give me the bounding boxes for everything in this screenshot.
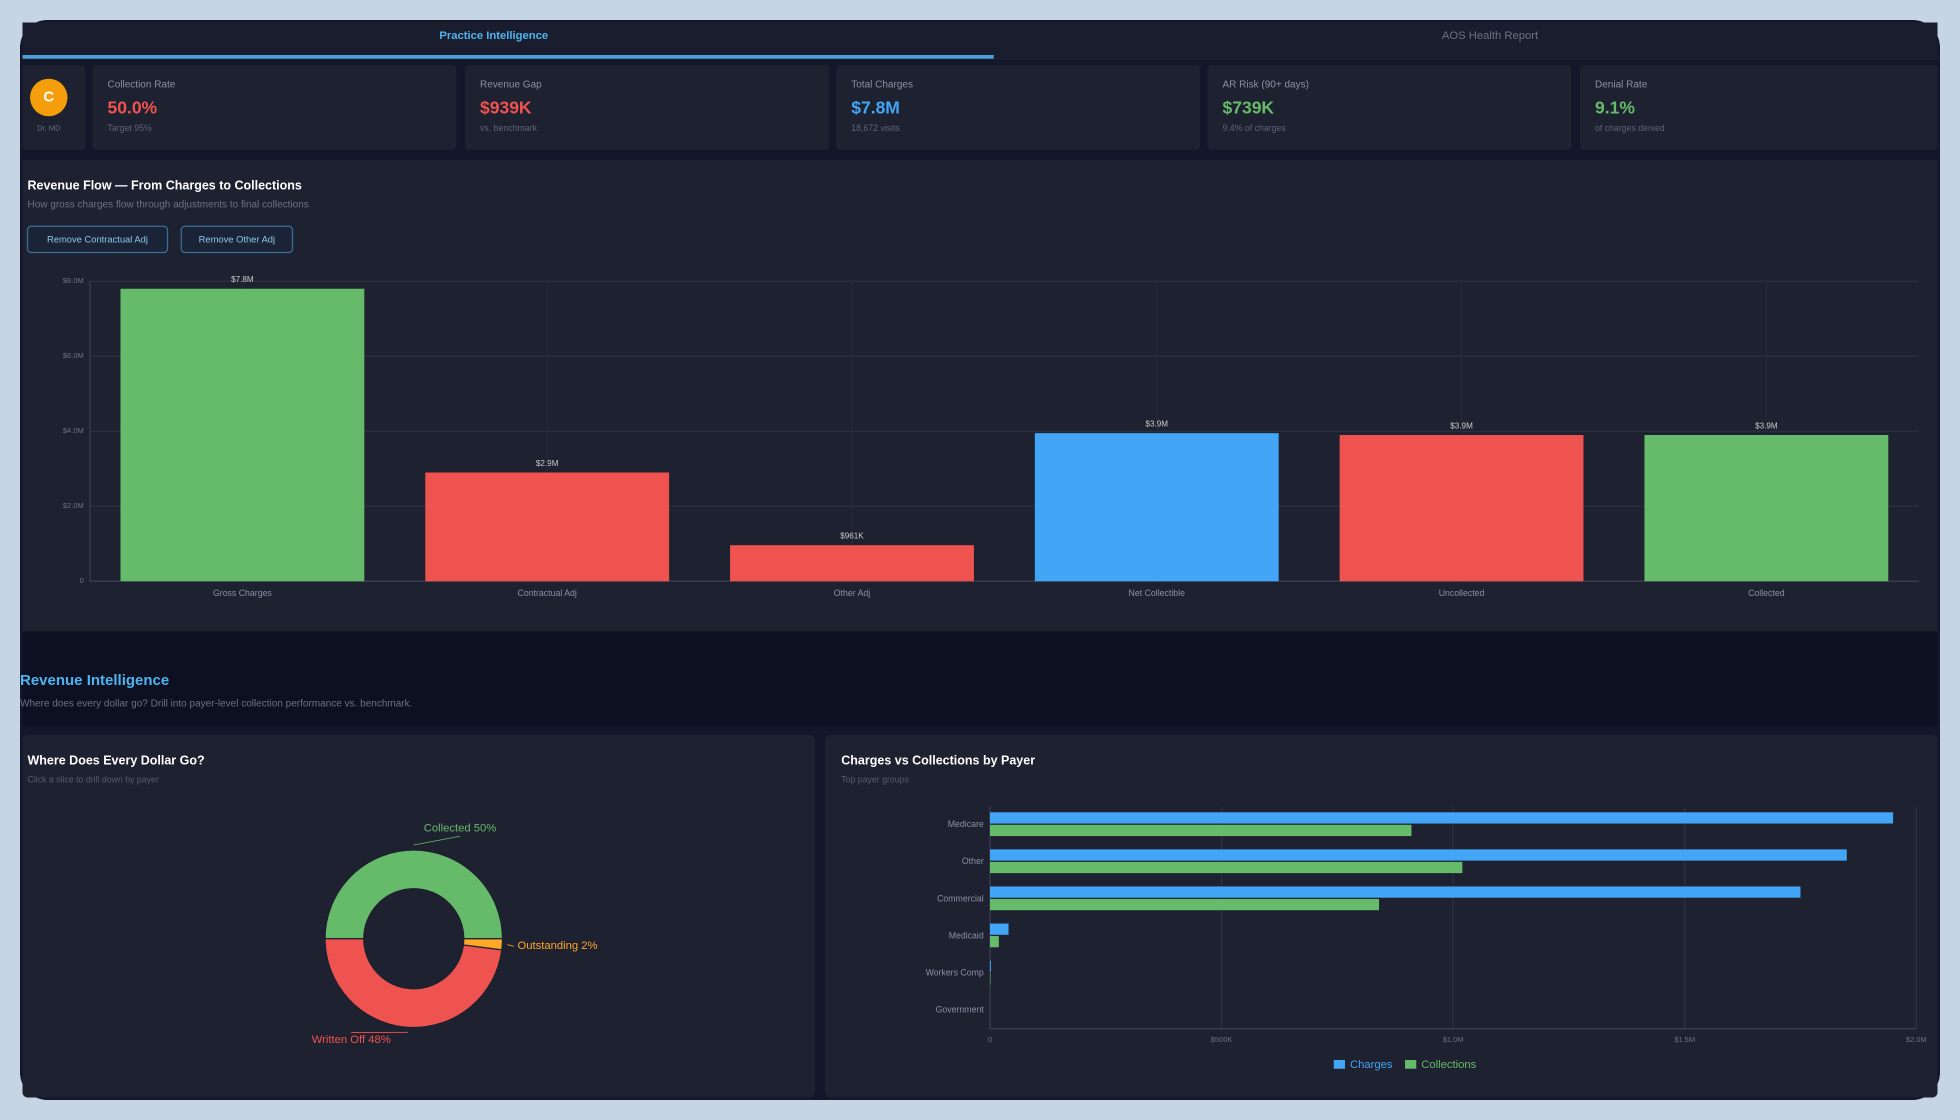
y-tick-label: Other	[962, 856, 984, 866]
bar-label: $961K	[840, 532, 864, 541]
x-tick-label: $2.0M	[1906, 1035, 1927, 1044]
kpi-card	[465, 65, 829, 150]
label-line	[507, 944, 514, 947]
kpi-card	[92, 65, 457, 150]
bar	[1339, 435, 1584, 582]
y-tick-label: $8.0M	[63, 276, 84, 285]
bar[interactable]	[990, 898, 1380, 911]
bar[interactable]	[990, 824, 1412, 837]
tab-bar	[22, 22, 1938, 60]
bar-label: $7.8M	[231, 275, 254, 284]
chart-title: Where Does Every Dollar Go?	[28, 754, 205, 768]
bar[interactable]	[990, 923, 1009, 935]
slice-label: Collected 50%	[424, 823, 497, 835]
bar-label: $3.9M	[1450, 421, 1473, 430]
legend-label: Collections	[1421, 1059, 1476, 1071]
y-tick-label: $2.0M	[63, 501, 84, 510]
y-tick-label: Commercial	[937, 893, 984, 903]
x-tick-label: Net Collectible	[1129, 588, 1186, 598]
x-tick-label: $500K	[1211, 1035, 1233, 1044]
bar[interactable]	[990, 812, 1894, 824]
tab: Practice Intelligence	[439, 30, 548, 42]
tab-underline	[22, 55, 994, 59]
legend-label: Charges	[1350, 1059, 1393, 1071]
x-tick-label: Contractual Adj	[518, 588, 577, 598]
bar-label: $2.9M	[536, 459, 559, 468]
x-tick-label: $1.0M	[1443, 1035, 1464, 1044]
kpi-card	[836, 65, 1200, 150]
bar	[425, 472, 670, 582]
donut-slice[interactable]	[324, 938, 503, 1029]
x-tick-label: Uncollected	[1439, 588, 1485, 598]
bar-label: $3.9M	[1145, 420, 1168, 429]
kpi-value: 50.0%	[108, 97, 158, 117]
y-tick-label: Medicaid	[949, 930, 984, 940]
kpi-label: Denial Rate	[1595, 80, 1648, 91]
avatar-caption: Dr. MD	[37, 124, 61, 133]
button-label: Remove Contractual Adj	[47, 234, 148, 244]
y-tick-label: $6.0M	[63, 351, 84, 360]
kpi-label: AR Risk (90+ days)	[1223, 80, 1309, 91]
avatar[interactable]	[30, 78, 68, 117]
kpi-label: Collection Rate	[108, 80, 176, 91]
kpi-value: $939K	[480, 97, 532, 117]
donut-slice[interactable]	[324, 849, 504, 940]
kpi-sub: vs. benchmark	[480, 123, 538, 133]
legend-swatch	[1333, 1060, 1345, 1069]
y-tick-label: $4.0M	[63, 426, 84, 435]
chart-subtitle: How gross charges flow through adjustmen…	[28, 200, 309, 211]
kpi-sub: of charges denied	[1595, 123, 1665, 133]
chart-subtitle: Click a slice to drill down by payer	[28, 774, 159, 784]
kpi-card	[1580, 65, 1938, 150]
bar-label: $3.9M	[1755, 421, 1778, 430]
section-title: Revenue Intelligence	[20, 672, 169, 689]
y-tick-label: Government	[936, 1005, 985, 1015]
bar	[1644, 435, 1889, 582]
bar[interactable]	[990, 849, 1847, 861]
button-label: Remove Other Adj	[199, 234, 275, 244]
bar	[120, 288, 365, 582]
y-tick-label: Medicare	[948, 819, 984, 829]
bar	[1034, 433, 1279, 582]
x-tick-label: Collected	[1748, 588, 1785, 598]
section-band	[22, 631, 1938, 727]
chart-subtitle: Top payer groups	[841, 774, 909, 784]
y-tick-label: 0	[80, 576, 84, 585]
kpi-value: $739K	[1223, 97, 1275, 117]
slice-label: Outstanding 2%	[518, 940, 598, 952]
bar[interactable]	[990, 861, 1463, 874]
x-tick-label: Gross Charges	[213, 588, 272, 598]
kpi-sub: 9.4% of charges	[1223, 123, 1287, 133]
section-subtitle: Where does every dollar go? Drill into p…	[20, 698, 412, 709]
button[interactable]	[180, 225, 294, 254]
label-line	[413, 835, 461, 846]
kpi-sub: Target 95%	[108, 123, 152, 133]
x-tick-label: Other Adj	[834, 588, 871, 598]
kpi-value: $7.8M	[851, 97, 900, 117]
panel	[22, 735, 815, 1098]
kpi-value: 9.1%	[1595, 97, 1635, 117]
avatar-initial: C	[43, 88, 54, 105]
x-tick-label: 0	[988, 1035, 992, 1044]
kpi-label: Total Charges	[851, 80, 913, 91]
tab: AOS Health Report	[1442, 30, 1539, 42]
y-tick-label: Workers Comp	[926, 967, 984, 977]
bar[interactable]	[990, 936, 999, 948]
legend-swatch	[1405, 1060, 1417, 1069]
x-tick-label: $1.5M	[1674, 1035, 1695, 1044]
kpi-sub: 18,672 visits	[851, 123, 900, 133]
kpi-label: Revenue Gap	[480, 80, 542, 91]
chart-title: Charges vs Collections by Payer	[841, 754, 1035, 768]
button[interactable]	[26, 225, 169, 254]
bar[interactable]	[990, 960, 991, 972]
bar[interactable]	[990, 886, 1801, 898]
kpi-card	[1207, 65, 1572, 150]
bar	[730, 545, 974, 582]
chart-title: Revenue Flow — From Charges to Collectio…	[28, 179, 302, 193]
slice-label: Written Off 48%	[312, 1034, 391, 1046]
